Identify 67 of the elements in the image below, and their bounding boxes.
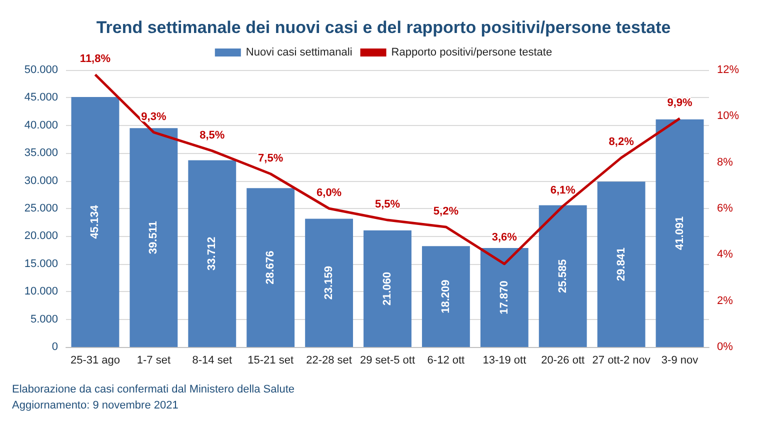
x-tick-label: 3-9 nov: [661, 354, 699, 366]
x-tick-label: 27 ott-2 nov: [592, 354, 651, 366]
data-label: 45.134: [89, 204, 102, 239]
data-label: 8,5%: [200, 129, 225, 142]
bar: [130, 128, 178, 347]
bar: [422, 246, 470, 347]
y-tick-label: 25.000: [24, 202, 58, 214]
data-label: 5,2%: [433, 205, 459, 218]
bar: [364, 230, 412, 347]
data-label: 3,6%: [492, 232, 518, 244]
x-tick-label: 8-14 set: [192, 354, 232, 366]
data-label: 17.870: [498, 280, 510, 314]
y-tick-label: 35.000: [24, 147, 58, 160]
y-tick-label: 15.000: [24, 258, 58, 270]
data-label: 41.091: [674, 216, 686, 250]
data-label: 9,9%: [667, 96, 693, 109]
text: Aggiornamento: 9 novembre 2021: [12, 400, 178, 412]
y2-tick-label: 2%: [717, 294, 734, 307]
y-tick-label: 10.000: [24, 286, 58, 298]
data-label: 5,5%: [374, 198, 400, 211]
data-label: 28.676: [264, 250, 277, 284]
y2-tick-label: 10%: [717, 110, 740, 122]
y2-tick-label: 4%: [717, 248, 734, 261]
data-label: 6,1%: [550, 184, 576, 197]
data-label: 11,8%: [80, 53, 111, 66]
data-label: 29.841: [615, 248, 628, 282]
data-label: 39.511: [148, 221, 160, 254]
x-tick-label: 13-19 ott: [482, 354, 526, 366]
y-tick-label: 50.000: [24, 64, 58, 76]
y-tick-label: 20.000: [24, 230, 58, 242]
legend-label: Nuovi casi settimanali: [246, 46, 352, 58]
data-label: 9,3%: [141, 110, 166, 123]
bar: [656, 119, 704, 347]
y-tick-label: 5.000: [30, 313, 58, 326]
y2-tick-label: 8%: [717, 156, 734, 168]
x-tick-label: 15-21 set: [248, 354, 294, 366]
x-tick-label: 20-26 ott: [541, 354, 585, 366]
y2-tick-label: 0%: [717, 341, 734, 353]
text: Elaborazione da casi confermati dal Ministero della Salute: [12, 384, 294, 396]
y-tick-label: 30.000: [24, 174, 58, 187]
x-tick-label: 25-31 ago: [70, 354, 120, 366]
y2-tick-label: 12%: [717, 64, 740, 76]
data-label: 21.060: [382, 272, 394, 306]
data-label: 25.585: [556, 259, 569, 293]
bar: [480, 248, 528, 347]
y-tick-label: 45.000: [24, 92, 58, 104]
data-label: 6,0%: [316, 187, 342, 199]
data-label: 18.209: [440, 280, 452, 314]
bar: [597, 182, 646, 347]
x-tick-label: 29 set-5 ott: [360, 354, 416, 366]
data-label: 23.159: [323, 266, 336, 300]
chart-title: Trend settimanale dei nuovi casi e del rapporto positivi/persone testate: [96, 18, 671, 37]
data-label: 7,5%: [258, 152, 284, 164]
y-tick-label: 0: [52, 341, 58, 353]
bar: [305, 218, 354, 347]
legend-label: Rapporto positivi/persone testate: [391, 46, 552, 58]
bar: [188, 160, 236, 347]
y2-tick-label: 6%: [717, 202, 734, 214]
bar: [538, 205, 587, 347]
data-label: 8,2%: [608, 136, 634, 148]
bar: [71, 96, 120, 347]
x-tick-label: 22-28 set: [306, 354, 352, 366]
x-tick-label: 1-7 set: [136, 354, 170, 366]
data-label: 33.712: [206, 236, 218, 270]
bar: [246, 188, 295, 347]
x-tick-label: 6-12 ott: [427, 354, 465, 366]
y-tick-label: 40.000: [24, 119, 58, 132]
